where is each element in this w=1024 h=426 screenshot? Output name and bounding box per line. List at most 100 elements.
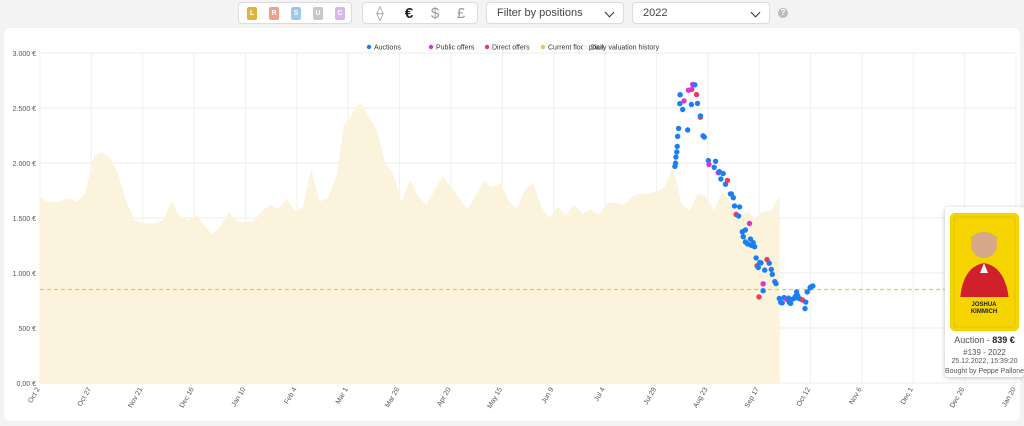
sale-point-auctions (803, 299, 809, 305)
year-select[interactable]: 2022 (632, 2, 770, 24)
x-tick-label: Jan 20 (1001, 386, 1018, 408)
rarity-filter-group: L R S U C (238, 2, 352, 24)
player-card-illustration: JOSHUA KIMMICH (950, 213, 1019, 331)
x-tick-label: Jul 29 (643, 386, 658, 406)
buyer-name: Bought by Peppe Pallone (945, 368, 1024, 375)
legend-label: Direct offers (492, 45, 530, 52)
sale-point-auctions (711, 164, 717, 170)
sale-point-auctions (674, 143, 680, 150)
rarity-super-rare-toggle[interactable]: S (291, 7, 301, 20)
x-tick-label: Nov 6 (848, 386, 863, 405)
x-tick-label: Dec 16 (179, 386, 196, 409)
sale-point-auctions (718, 176, 724, 182)
sale-point-auctions (701, 134, 707, 140)
sale-point-auctions (804, 289, 810, 295)
sale-point-auctions (753, 255, 759, 261)
sale-point-auctions (697, 113, 704, 119)
sale-point-auctions (677, 101, 683, 107)
sale-timestamp: 25.12.2022, 15:39:20 (951, 358, 1018, 365)
help-icon[interactable]: ? (778, 8, 788, 18)
currency-selector: ⟠ € $ £ (362, 2, 478, 24)
sale-point-auctions (762, 267, 768, 273)
x-tick-label: Mar 26 (384, 386, 401, 408)
sale-type: Auction (954, 335, 985, 345)
rarity-custom-toggle[interactable]: C (335, 7, 345, 20)
sale-point-auctions (674, 133, 681, 139)
sale-summary: Auction - 839 € (945, 335, 1024, 345)
x-tick-label: May 15 (487, 386, 505, 409)
x-tick-label: Mar 1 (335, 386, 350, 405)
legend-marker (428, 44, 434, 50)
sale-point-public-offers (681, 98, 687, 104)
x-tick-label: Jul 4 (593, 386, 607, 402)
legend-marker (484, 44, 490, 50)
player-card-image: JOSHUA KIMMICH (950, 213, 1019, 331)
x-tick-label: Aug 23 (692, 386, 709, 409)
y-tick-label: 1.500 € (13, 216, 36, 223)
sale-point-auctions (760, 288, 766, 294)
sale-point-direct-offers (724, 177, 731, 184)
toolbar: L R S U C ⟠ € $ £ Filter by positions 20… (0, 0, 1024, 28)
y-tick-label: 3.000 € (13, 51, 36, 58)
rarity-unique-toggle[interactable]: U (313, 7, 323, 20)
sale-point-auctions (685, 127, 691, 133)
x-tick-label: Oct 12 (796, 386, 812, 407)
x-tick-label: Jan 10 (231, 386, 248, 408)
sale-point-public-offers (746, 220, 753, 227)
sale-point-auctions (751, 244, 758, 250)
y-tick-label: 1.000 € (13, 271, 36, 278)
sale-point-auctions (677, 92, 683, 98)
sale-point-auctions (742, 227, 749, 233)
sale-point-auctions (779, 300, 785, 306)
sale-point-auctions (735, 213, 742, 219)
player-card-last-name: KIMMICH (971, 309, 997, 315)
sale-tooltip: JOSHUA KIMMICH Auction - 839 € #139 - 20… (945, 207, 1024, 377)
positions-filter-label: Filter by positions (497, 7, 583, 19)
x-tick-label: Sep 17 (744, 386, 761, 409)
rarity-rare-toggle[interactable]: R (269, 7, 279, 20)
sale-point-auctions (672, 160, 679, 166)
valuation-history-area (40, 102, 780, 383)
x-tick-label: Nov 21 (127, 386, 144, 409)
sale-point-public-offers (689, 86, 695, 93)
eth-currency-button[interactable]: ⟠ (376, 5, 384, 22)
sale-price: 839 € (992, 335, 1015, 345)
legend-label: Current floor price (548, 45, 604, 52)
sale-point-auctions (758, 260, 764, 266)
legend-label: Auctions (374, 45, 401, 52)
year-label: 2022 (643, 7, 668, 19)
player-card-first-name: JOSHUA (971, 302, 997, 308)
pound-currency-button[interactable]: £ (456, 5, 466, 22)
euro-currency-button[interactable]: € (404, 5, 414, 22)
sale-point-auctions (736, 204, 743, 210)
y-tick-label: 0,00 € (17, 381, 37, 388)
sale-point-public-offers (706, 161, 712, 168)
x-tick-label: Oct 2 (27, 386, 41, 404)
sale-point-auctions (768, 266, 774, 273)
dollar-currency-button[interactable]: $ (430, 5, 440, 22)
sale-separator: - (986, 335, 990, 345)
card-serial: #139 - 2022 (963, 348, 1006, 357)
sale-point-auctions (766, 260, 772, 266)
sale-point-direct-offers (756, 294, 762, 300)
rarity-limited-toggle[interactable]: L (247, 7, 257, 20)
x-tick-label: Oct 27 (77, 386, 93, 407)
sale-point-auctions (740, 234, 746, 240)
sale-point-auctions (694, 100, 701, 107)
positions-filter-select[interactable]: Filter by positions (486, 2, 624, 24)
sale-point-auctions (731, 203, 738, 209)
x-tick-label: Dec 1 (900, 386, 915, 405)
legend-marker (540, 44, 546, 50)
x-tick-label: Feb 4 (284, 386, 299, 405)
sale-point-auctions (773, 280, 779, 287)
y-tick-label: 2.500 € (13, 106, 36, 113)
sale-point-auctions (785, 295, 792, 301)
sale-point-auctions (810, 283, 816, 289)
y-tick-label: 2.000 € (13, 161, 36, 168)
sale-point-direct-offers (693, 91, 700, 98)
sale-point-auctions (680, 106, 686, 113)
chart-panel: 0,00 € 500 € 1.000 € 1.500 € 2.000 € 2.500 € 3… (4, 28, 1020, 421)
sale-point-auctions (769, 271, 775, 277)
price-history-chart: 0,00 € 500 € 1.000 € 1.500 € 2.000 € 2.500 € 3… (13, 44, 1018, 410)
chevron-down-icon (604, 7, 615, 18)
